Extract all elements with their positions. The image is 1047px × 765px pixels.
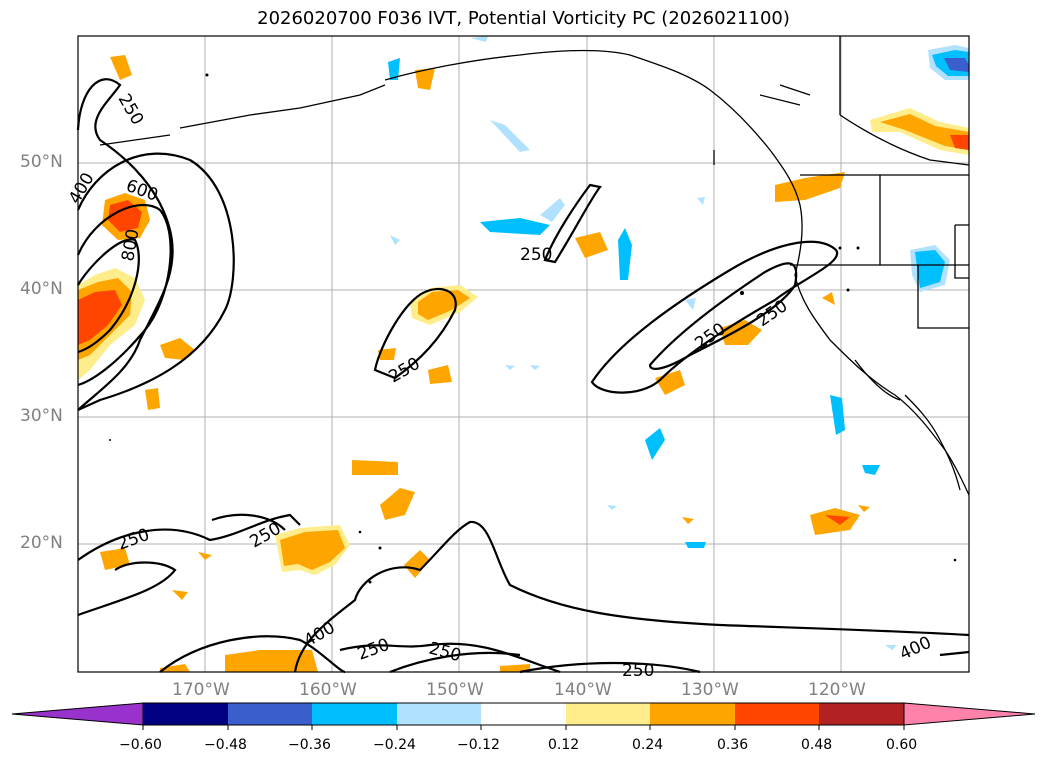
lat-label: 50°N bbox=[20, 152, 63, 172]
pv-positive-shading bbox=[78, 55, 969, 672]
colorbar-under-arrow bbox=[11, 702, 144, 726]
colorbar-bin bbox=[481, 703, 566, 725]
colorbar-bin bbox=[735, 703, 819, 725]
ivt-contours bbox=[76, 78, 970, 674]
colorbar-bin bbox=[228, 703, 312, 725]
pv-negative-shading bbox=[388, 36, 969, 650]
lat-label: 40°N bbox=[20, 279, 63, 299]
colorbar-tick-label: −0.12 bbox=[457, 737, 500, 753]
lon-label: 120°W bbox=[808, 680, 866, 700]
islands bbox=[109, 73, 957, 584]
colorbar-tick-label: −0.24 bbox=[373, 737, 416, 753]
gridlines bbox=[78, 36, 969, 672]
colorbar-tick-label: 0.12 bbox=[548, 737, 580, 753]
colorbar-bin bbox=[312, 703, 397, 725]
lon-label: 150°W bbox=[426, 680, 484, 700]
colorbar-tick-label: −0.60 bbox=[119, 737, 162, 753]
colorbar-tick-label: 0.60 bbox=[886, 737, 918, 753]
lon-label: 170°W bbox=[172, 680, 230, 700]
map-title: 2026020700 F036 IVT, Potential Vorticity… bbox=[257, 8, 790, 29]
colorbar-over-arrow bbox=[903, 702, 1036, 726]
colorbar-tick-label: −0.48 bbox=[204, 737, 247, 753]
colorbar-tick-label: 0.48 bbox=[801, 737, 833, 753]
colorbar-bin bbox=[819, 703, 904, 725]
colorbar-bin bbox=[143, 703, 228, 725]
colorbar-tick-label: 0.24 bbox=[632, 737, 664, 753]
coastlines bbox=[99, 36, 970, 496]
colorbar-bin bbox=[566, 703, 650, 725]
lon-label: 140°W bbox=[554, 680, 612, 700]
lat-label: 20°N bbox=[20, 533, 63, 553]
lat-label: 30°N bbox=[20, 406, 63, 426]
plot-area bbox=[78, 36, 969, 672]
colorbar-bin bbox=[397, 703, 481, 725]
colorbar-frame bbox=[142, 702, 905, 726]
contour-label: 250 bbox=[520, 245, 552, 265]
colorbar-bin bbox=[650, 703, 735, 725]
colorbar-tick-label: 0.36 bbox=[717, 737, 749, 753]
colorbar bbox=[11, 702, 1036, 730]
lon-label: 160°W bbox=[299, 680, 357, 700]
lon-label: 130°W bbox=[681, 680, 739, 700]
plot-frame bbox=[77, 35, 970, 673]
colorbar-tick-label: −0.36 bbox=[288, 737, 331, 753]
contour-label: 250 bbox=[622, 661, 654, 681]
